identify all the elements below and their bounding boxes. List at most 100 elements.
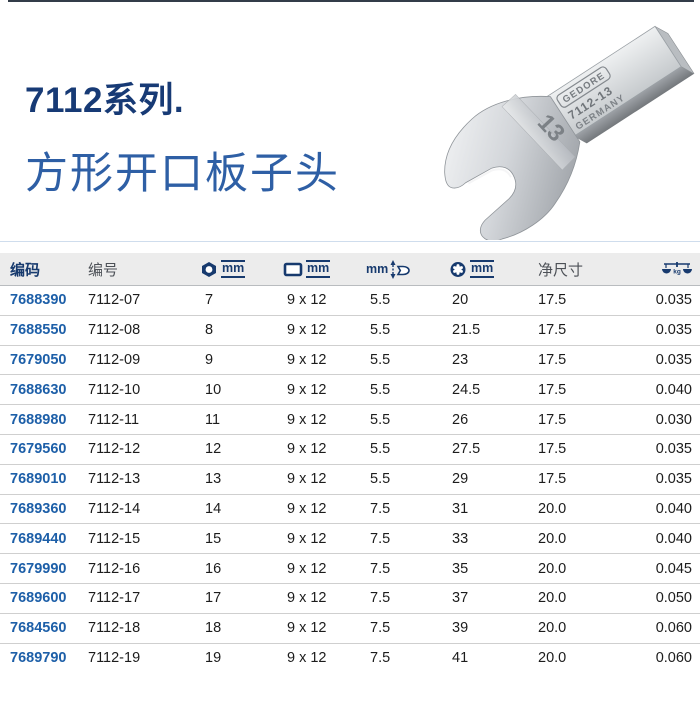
cell-weight: 0.060: [655, 649, 692, 666]
spec-table: 编码 编号 mm mm mm: [0, 241, 700, 672]
product-code-link[interactable]: 7679990: [10, 560, 67, 577]
cell-head-diameter: 41: [452, 649, 469, 666]
cell-head-diameter: 37: [452, 590, 469, 607]
wrench-image: 13 GEDORE 7112-13 GERMANY: [444, 25, 695, 242]
product-code-link[interactable]: 7688550: [10, 322, 67, 339]
cell-net-size: 17.5: [538, 322, 567, 339]
cell-model-number: 7112-19: [88, 649, 141, 666]
product-code-link[interactable]: 7688980: [10, 411, 67, 428]
cell-model-number: 7112-13: [88, 471, 141, 488]
product-code-link[interactable]: 7689360: [10, 500, 67, 517]
cell-drive-size: 9 x 12: [287, 441, 327, 458]
table-row: 7688630 7112-10 10 9 x 12 5.5 24.5 17.5 …: [0, 375, 700, 406]
cell-drive-size: 9 x 12: [287, 292, 327, 309]
cell-net-size: 17.5: [538, 292, 567, 309]
kg-unit-label: kg: [673, 269, 681, 276]
product-code-link[interactable]: 7688630: [10, 381, 67, 398]
cell-jaw-size: 17: [205, 590, 222, 607]
hex-nut-icon: [202, 262, 216, 277]
product-code-link[interactable]: 7679050: [10, 351, 67, 368]
product-code-link[interactable]: 7689010: [10, 471, 67, 488]
brand-stamp-box: [556, 66, 611, 108]
cell-weight: 0.045: [655, 560, 692, 577]
page-subtitle: 方形开口板子头: [25, 150, 340, 198]
cell-model-number: 7112-09: [88, 351, 141, 368]
table-row: 7689600 7112-17 17 9 x 12 7.5 37 20.0 0.…: [0, 584, 700, 614]
product-code-link[interactable]: 7684560: [10, 620, 67, 637]
mm-unit-label: mm: [221, 260, 246, 278]
cell-net-size: 20.0: [538, 620, 567, 637]
neck-band: [501, 93, 576, 171]
cell-drive-size: 9 x 12: [287, 649, 327, 666]
cell-weight: 0.035: [655, 322, 692, 339]
cell-jaw-size: 8: [205, 322, 214, 339]
page-title-block: 7112系列. 方形开口板子头: [25, 72, 340, 201]
series-title: 7112系列.: [25, 81, 185, 120]
cell-head-height: 5.5: [370, 471, 391, 488]
cell-model-number: 7112-08: [88, 322, 141, 339]
cell-net-size: 17.5: [538, 351, 567, 368]
cell-jaw-size: 11: [205, 411, 221, 428]
cell-weight: 0.035: [655, 351, 692, 368]
cell-head-diameter: 35: [452, 560, 469, 577]
product-code-link[interactable]: 7689790: [10, 649, 67, 666]
cell-net-size: 17.5: [538, 441, 567, 458]
cell-model-number: 7112-15: [88, 530, 141, 547]
cell-head-height: 5.5: [370, 381, 391, 398]
cell-head-diameter: 33: [452, 530, 469, 547]
mm-unit-label: mm: [306, 260, 331, 278]
product-code-link[interactable]: 7688390: [10, 292, 67, 309]
weight-scale-icon: kg: [662, 262, 692, 276]
cell-weight: 0.040: [655, 530, 692, 547]
cell-head-height: 7.5: [370, 649, 391, 666]
cell-head-diameter: 27.5: [452, 441, 481, 458]
cell-head-height: 5.5: [370, 322, 391, 339]
product-photo: 13 GEDORE 7112-13 GERMANY: [400, 10, 700, 242]
cell-weight: 0.030: [655, 411, 692, 428]
product-code-link[interactable]: 7689600: [10, 590, 67, 607]
cell-net-size: 17.5: [538, 381, 567, 398]
cell-net-size: 20.0: [538, 500, 567, 517]
table-row: 7688980 7112-11 11 9 x 12 5.5 26 17.5 0.…: [0, 405, 700, 435]
square-drive-icon: [283, 262, 303, 277]
cell-model-number: 7112-12: [88, 441, 141, 458]
cell-model-number: 7112-10: [88, 381, 141, 398]
cell-head-height: 7.5: [370, 500, 391, 517]
col-header-net-size: 净尺寸: [538, 261, 584, 279]
table-row: 7688390 7112-07 7 9 x 12 5.5 20 17.5 0.0…: [0, 286, 700, 316]
cell-head-diameter: 21.5: [452, 322, 481, 339]
cell-model-number: 7112-18: [88, 620, 141, 637]
table-header-row: 编码 编号 mm mm mm: [0, 253, 700, 286]
col-header-model: 编号: [88, 261, 119, 279]
table-row: 7689440 7112-15 15 9 x 12 7.5 33 20.0 0.…: [0, 524, 700, 555]
top-divider-rule: [8, 0, 694, 2]
cell-jaw-size: 12: [205, 441, 222, 458]
table-row: 7688550 7112-08 8 9 x 12 5.5 21.5 17.5 0…: [0, 316, 700, 346]
cell-drive-size: 9 x 12: [287, 500, 327, 517]
cell-head-diameter: 24.5: [452, 381, 481, 398]
cell-weight: 0.050: [655, 590, 692, 607]
cell-weight: 0.040: [655, 500, 692, 517]
cell-model-number: 7112-11: [88, 411, 140, 428]
cell-drive-size: 9 x 12: [287, 590, 327, 607]
cell-jaw-size: 14: [205, 500, 222, 517]
cell-head-height: 7.5: [370, 590, 391, 607]
cell-head-height: 5.5: [370, 441, 391, 458]
cell-head-height: 7.5: [370, 530, 391, 547]
cell-model-number: 7112-14: [88, 500, 141, 517]
cell-drive-size: 9 x 12: [287, 322, 327, 339]
cell-jaw-size: 9: [205, 351, 214, 368]
table-row: 7689790 7112-19 19 9 x 12 7.5 41 20.0 0.…: [0, 644, 700, 673]
product-code-link[interactable]: 7679560: [10, 441, 67, 458]
cell-weight: 0.060: [655, 620, 692, 637]
cell-jaw-size: 16: [205, 560, 222, 577]
col-header-jaw-size: mm: [199, 260, 287, 278]
cell-jaw-size: 15: [205, 530, 222, 547]
product-code-link[interactable]: 7689440: [10, 530, 67, 547]
cell-head-diameter: 31: [452, 500, 469, 517]
cell-model-number: 7112-16: [88, 560, 141, 577]
table-body: 7688390 7112-07 7 9 x 12 5.5 20 17.5 0.0…: [0, 286, 700, 672]
cell-weight: 0.035: [655, 292, 692, 309]
cell-drive-size: 9 x 12: [287, 411, 327, 428]
col-header-code: 编码: [10, 261, 41, 279]
